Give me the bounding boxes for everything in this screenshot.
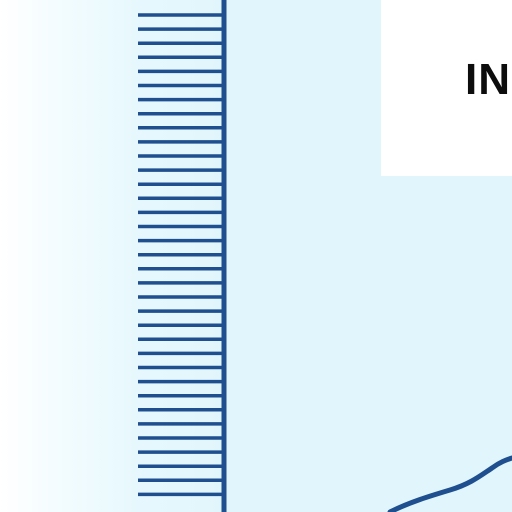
comb-teeth <box>138 13 224 497</box>
label-panel: IN <box>381 0 512 176</box>
rising-curve <box>387 455 512 512</box>
label-text: IN <box>465 55 511 104</box>
